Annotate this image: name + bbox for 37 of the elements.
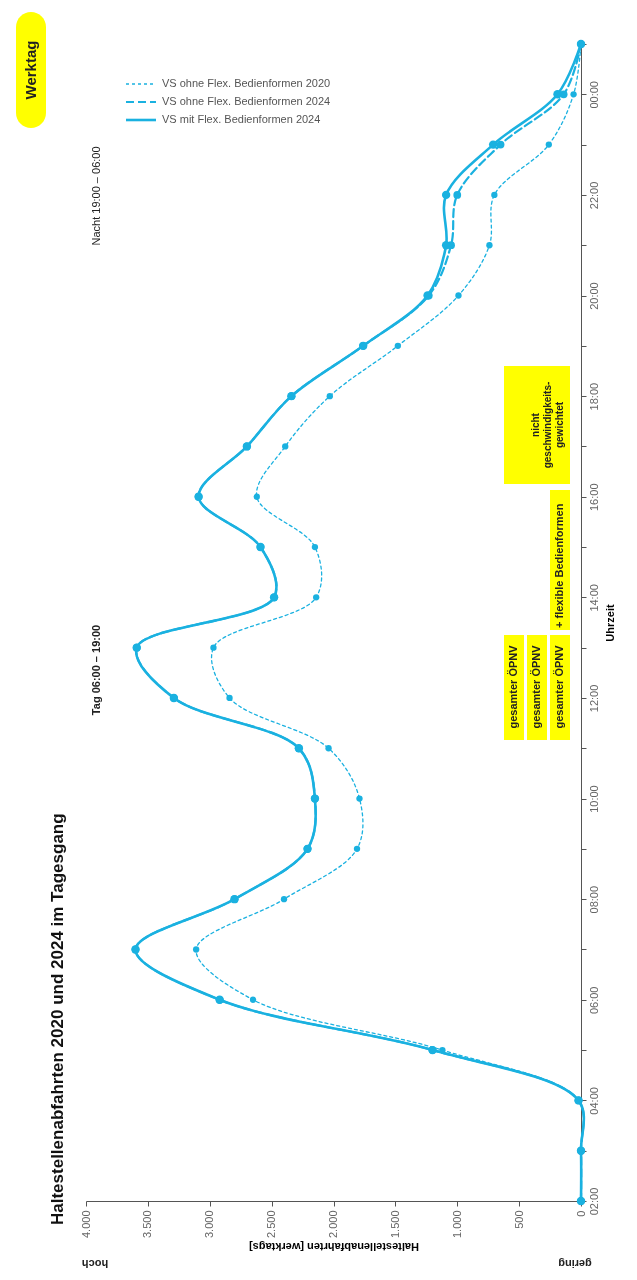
- annotation: + flexible Bedienformen: [553, 503, 565, 628]
- x-tick-label: 4.000: [79, 1210, 92, 1239]
- x-tick-label: 2.500: [265, 1210, 278, 1239]
- y-tick-label: 12:00: [587, 684, 600, 713]
- x-tick-label: 3.500: [141, 1210, 154, 1239]
- text: Werktag: [22, 40, 39, 100]
- y-tick-label: 16:00: [587, 483, 600, 511]
- x-axis-title: Haltestellenabfahrten [werktags]: [248, 1241, 419, 1254]
- annotation: gesamter ÖPNV: [530, 644, 542, 729]
- annotation: nicht geschwindigkeits- gewichtet: [530, 381, 565, 469]
- annotation: gesamter ÖPNV: [553, 644, 565, 729]
- x-tick-label: 1.500: [388, 1210, 401, 1239]
- y-tick-label: 18:00: [587, 382, 600, 411]
- legend-label: VS ohne Flex. Bedienformen 2020: [162, 77, 331, 89]
- text: Haltestellenabfahrten 2020 und 2024 im Tagesgang: [48, 813, 67, 1225]
- y-tick-label: 04:00: [587, 1087, 600, 1115]
- y-tick-label: 06:00: [587, 986, 600, 1015]
- legend-label: VS ohne Flex. Bedienformen 2024: [162, 95, 331, 107]
- x-tick-label: 2.000: [327, 1210, 339, 1239]
- legend-label: VS mit Flex. Bedienformen 2024: [162, 113, 321, 125]
- y-tick-label: 08:00: [587, 885, 600, 914]
- annotation: Nacht 19:00 – 06:00: [90, 146, 102, 246]
- y-tick-label: 22:00: [587, 181, 600, 210]
- x-tick-label: 0: [574, 1210, 587, 1217]
- x-tick-label: 500: [512, 1210, 525, 1229]
- text: hoch: [81, 1258, 109, 1270]
- text: gering: [558, 1258, 592, 1270]
- y-tick-label: 10:00: [587, 785, 600, 813]
- y-tick-label: 00:00: [587, 81, 600, 109]
- y-tick-label: 02:00: [587, 1187, 600, 1216]
- x-tick-label: 3.000: [203, 1210, 216, 1239]
- annotation: Tag 06:00 – 19:00: [90, 624, 102, 716]
- y-tick-label: 20:00: [587, 282, 600, 310]
- x-tick-label: 1.000: [450, 1210, 463, 1239]
- annotation: gesamter ÖPNV: [507, 644, 519, 729]
- y-tick-label: 14:00: [587, 584, 600, 612]
- y-axis-title: Uhrzeit: [603, 604, 616, 642]
